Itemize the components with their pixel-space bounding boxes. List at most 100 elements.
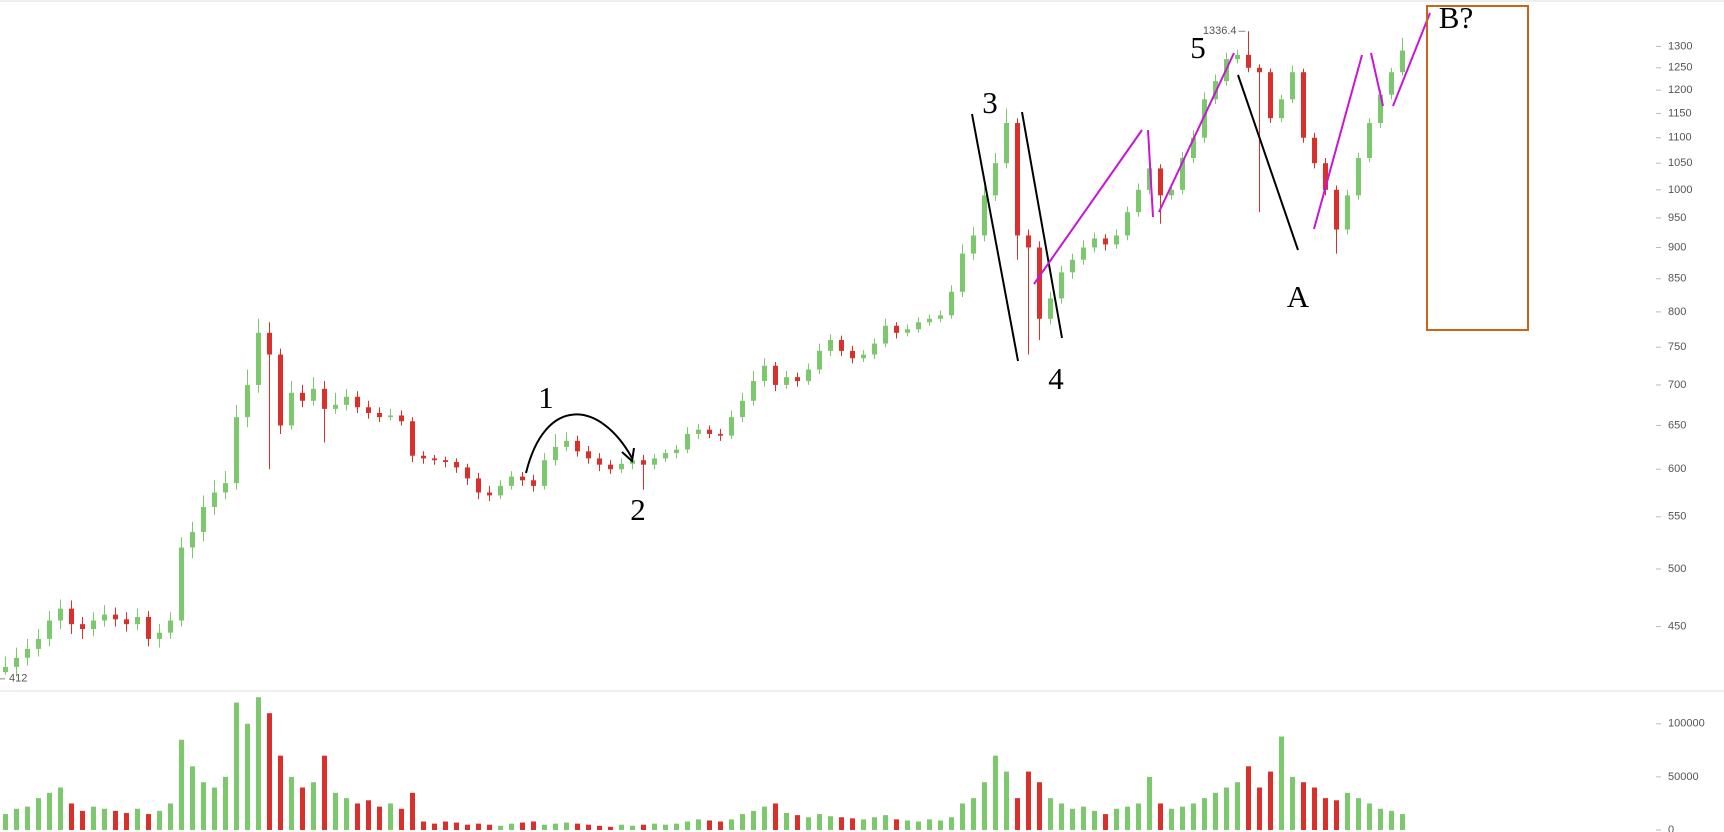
volume-bar: [993, 755, 998, 830]
candle-body: [905, 329, 910, 333]
max-marker-label: 1336.4: [1203, 25, 1237, 37]
candle-body: [652, 458, 657, 465]
volume-bar: [729, 819, 734, 830]
candle-body: [509, 476, 514, 486]
y-tick-label: 800: [1668, 306, 1686, 318]
volume-bar: [795, 815, 800, 830]
wave-label: 3: [982, 85, 998, 120]
candle-body: [619, 463, 624, 470]
volume-bar: [553, 823, 558, 830]
volume-bar: [498, 825, 503, 830]
candle-body: [80, 624, 85, 630]
candle-body: [388, 415, 393, 418]
volume-bar: [1279, 736, 1284, 830]
wave-line: [971, 113, 1019, 362]
candle-body: [498, 485, 503, 496]
volume-bar: [883, 815, 888, 830]
y-tick-label: 1200: [1668, 84, 1692, 96]
volume-bar: [916, 821, 921, 830]
volume-bar: [938, 820, 943, 830]
candle-body: [1290, 72, 1295, 100]
candle-body: [102, 614, 107, 621]
candle-body: [344, 396, 349, 405]
candle-body: [542, 460, 547, 486]
volume-bar: [1158, 803, 1163, 830]
candle-body: [839, 339, 844, 351]
volume-bar: [1191, 803, 1196, 830]
candle-body: [1070, 259, 1075, 273]
volume-bar: [1290, 776, 1295, 830]
candle-body: [443, 460, 448, 462]
volume-bar: [124, 813, 129, 830]
candle-body: [1301, 72, 1306, 138]
target-box: [1426, 5, 1529, 331]
volume-bar: [421, 821, 426, 830]
channel-line: [1313, 54, 1363, 230]
volume-bar: [817, 814, 822, 830]
volume-bar: [1125, 806, 1130, 830]
candle-body: [1081, 247, 1086, 260]
curved-arrow: [525, 413, 633, 474]
candle-body: [894, 325, 899, 333]
volume-bar: [630, 825, 635, 830]
channel-line: [1147, 129, 1154, 218]
channel-line: [1370, 52, 1384, 107]
marks: [3, 31, 1405, 830]
candle-body: [47, 620, 52, 639]
candle-body: [1279, 99, 1284, 119]
candle-body: [960, 253, 965, 292]
candle-body: [157, 632, 162, 639]
volume-bar: [113, 810, 118, 830]
volume-bar: [806, 817, 811, 830]
candle-body: [707, 429, 712, 434]
candle-body: [432, 458, 437, 461]
volume-bar: [641, 824, 646, 830]
volume-bar: [311, 782, 316, 830]
candle-body: [674, 449, 679, 454]
candle-body: [333, 404, 338, 409]
volume-bar: [652, 823, 657, 830]
volume-bar: [509, 823, 514, 830]
volume-bar: [476, 823, 481, 830]
y-tick-label: 650: [1668, 419, 1686, 431]
candle-body: [1059, 272, 1064, 299]
candle-body: [465, 467, 470, 479]
candle-body: [1202, 99, 1207, 138]
y-tick-label: 600: [1668, 463, 1686, 475]
volume-bar: [410, 792, 415, 830]
volume-bar: [1202, 798, 1207, 830]
volume-bar: [25, 806, 30, 830]
volume-bar: [300, 787, 305, 830]
candle-body: [25, 648, 30, 658]
volume-bar: [564, 822, 569, 830]
wave-label: 2: [630, 492, 646, 527]
candle-body: [1191, 137, 1196, 158]
volume-bar: [894, 819, 899, 830]
candle-body: [124, 619, 129, 625]
y-tick-label: 1250: [1668, 62, 1692, 74]
volume-bar: [861, 819, 866, 830]
candle-body: [399, 415, 404, 422]
volume-bar: [1169, 808, 1174, 830]
candle-body: [322, 388, 327, 409]
volume-bar: [245, 723, 250, 830]
candle-body: [1246, 54, 1251, 68]
volume-bar: [1356, 798, 1361, 830]
volume-bar: [223, 776, 228, 830]
wave-label: A: [1287, 279, 1310, 314]
candle-body: [663, 453, 668, 459]
wave-line: [1021, 111, 1063, 339]
candle-body: [1136, 189, 1141, 213]
candle-body: [1169, 189, 1174, 196]
volume-bar: [531, 821, 536, 830]
volume-bar: [1081, 806, 1086, 830]
candle-body: [806, 369, 811, 382]
candle-body: [366, 407, 371, 413]
candle-body: [729, 417, 734, 436]
y-tick-label: 1050: [1668, 157, 1692, 169]
candle-body: [146, 616, 151, 639]
candle-body: [267, 332, 272, 355]
volume-bar: [157, 810, 162, 830]
candle-body: [3, 666, 8, 673]
candle-body: [190, 531, 195, 548]
